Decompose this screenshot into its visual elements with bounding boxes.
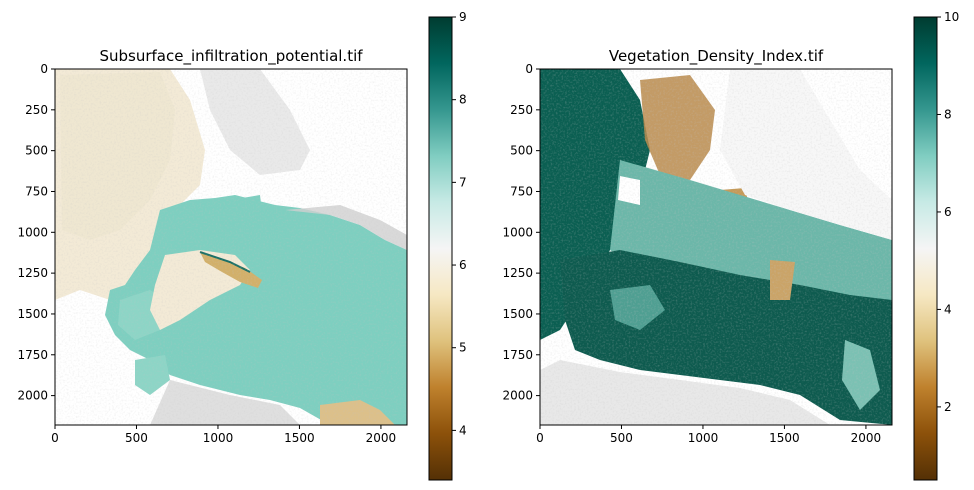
x-tick-label: 500 (610, 431, 633, 445)
y-tick-label: 1000 (502, 225, 533, 239)
colorbar-tick-label: 4 (459, 423, 467, 437)
y-tick-label: 500 (510, 144, 533, 158)
right-colorbar: 2 4 6 8 10 (913, 10, 959, 481)
x-tick-label: 1500 (769, 431, 800, 445)
y-tick-label: 1000 (17, 225, 48, 239)
left-raster (55, 69, 407, 425)
y-tick-label: 2000 (502, 389, 533, 403)
y-tick-label: 2000 (17, 389, 48, 403)
x-tick-label: 2000 (366, 431, 397, 445)
colorbar-tick-label: 4 (944, 302, 952, 316)
x-tick-label: 500 (125, 431, 148, 445)
y-tick-label: 0 (40, 62, 48, 76)
left-title: Subsurface_infiltration_potential.tif (99, 47, 363, 66)
colorbar-tick-label: 5 (459, 341, 467, 355)
y-tick-label: 1500 (502, 307, 533, 321)
colorbar-tick-label: 9 (459, 10, 467, 24)
right-axes-ticks: 0 500 1000 1500 2000 0 250 500 750 1000 1250 1500 17… (502, 62, 881, 445)
left-colorbar: 4 5 6 7 8 9 (428, 10, 467, 481)
right-colorbar-gradient (913, 16, 938, 481)
colorbar-tick-label: 7 (459, 175, 467, 189)
x-tick-label: 0 (536, 431, 544, 445)
x-tick-label: 0 (51, 431, 59, 445)
y-tick-label: 500 (25, 144, 48, 158)
colorbar-tick-label: 6 (459, 258, 467, 272)
x-tick-label: 1000 (688, 431, 719, 445)
y-tick-label: 1750 (502, 348, 533, 362)
right-axes-frame (539, 68, 893, 426)
colorbar-tick-label: 8 (459, 93, 467, 107)
left-panel: Subsurface_infiltration_potential.tif (17, 47, 408, 445)
colorbar-tick-label: 2 (944, 400, 952, 414)
right-raster (540, 69, 892, 425)
y-tick-label: 1250 (17, 266, 48, 280)
y-tick-label: 1750 (17, 348, 48, 362)
left-colorbar-ticks: 4 5 6 7 8 9 (452, 10, 467, 437)
y-tick-label: 1500 (17, 307, 48, 321)
y-tick-label: 750 (510, 184, 533, 198)
y-tick-label: 750 (25, 184, 48, 198)
y-tick-label: 250 (25, 103, 48, 117)
x-tick-label: 1500 (284, 431, 315, 445)
right-colorbar-ticks: 2 4 6 8 10 (937, 10, 959, 414)
left-axes-ticks: 0 500 1000 1500 2000 0 250 500 750 1000 1250 1500 17… (17, 62, 396, 445)
right-panel: Vegetation_Density_Index.tif 0 500 1000 150… (502, 47, 893, 445)
colorbar-tick-label: 6 (944, 205, 952, 219)
y-tick-label: 0 (525, 62, 533, 76)
colorbar-tick-label: 8 (944, 107, 952, 121)
left-colorbar-gradient (428, 16, 453, 481)
x-tick-label: 2000 (851, 431, 882, 445)
y-tick-label: 250 (510, 103, 533, 117)
left-axes-frame (54, 68, 408, 426)
right-title: Vegetation_Density_Index.tif (609, 47, 824, 66)
x-tick-label: 1000 (203, 431, 234, 445)
y-tick-label: 1250 (502, 266, 533, 280)
colorbar-tick-label: 10 (944, 10, 959, 24)
